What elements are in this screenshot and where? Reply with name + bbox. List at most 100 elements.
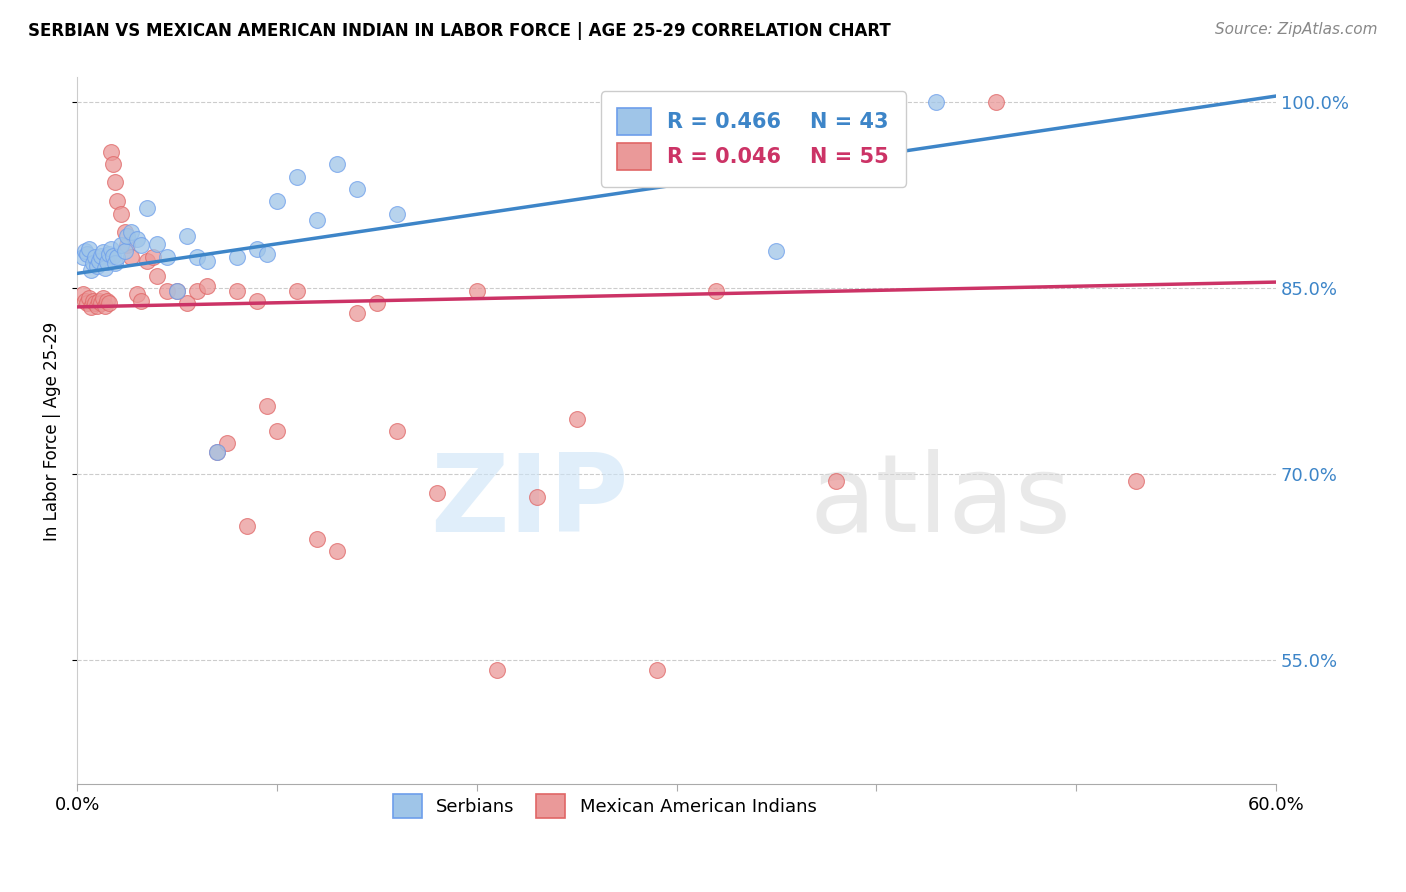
Point [236, 519, 259, 533]
Point [98, 296, 121, 310]
Point [94, 261, 117, 276]
Point [96, 255, 118, 269]
Point [114, 226, 136, 240]
Point [125, 232, 148, 246]
Point [305, 532, 328, 546]
Point [87, 293, 110, 308]
Text: atlas: atlas [810, 449, 1071, 555]
Point [565, 411, 588, 425]
Point [142, 250, 165, 264]
Point [110, 207, 132, 221]
Point [72, 250, 94, 264]
Point [100, 145, 122, 159]
Point [156, 284, 179, 298]
Text: Source: ZipAtlas.com: Source: ZipAtlas.com [1215, 22, 1378, 37]
Point [285, 169, 308, 184]
Point [114, 244, 136, 258]
Point [90, 249, 112, 263]
Point [104, 175, 127, 189]
Point [115, 238, 138, 252]
Point [226, 250, 249, 264]
Point [75, 244, 97, 258]
Point [385, 424, 408, 438]
Point [326, 157, 349, 171]
Point [426, 486, 449, 500]
Point [825, 474, 848, 488]
Point [72, 287, 94, 301]
Point [101, 249, 124, 263]
Point [80, 300, 103, 314]
Point [91, 291, 114, 305]
Point [256, 399, 278, 413]
Point [80, 262, 103, 277]
Point [101, 157, 124, 171]
Text: SERBIAN VS MEXICAN AMERICAN INDIAN IN LABOR FORCE | AGE 25-29 CORRELATION CHART: SERBIAN VS MEXICAN AMERICAN INDIAN IN LA… [28, 22, 891, 40]
Legend: Serbians, Mexican American Indians: Serbians, Mexican American Indians [385, 788, 824, 825]
Point [246, 293, 269, 308]
Point [105, 194, 128, 209]
Point [385, 207, 408, 221]
Point [166, 284, 188, 298]
Point [86, 299, 108, 313]
Point [986, 95, 1008, 110]
Point [166, 284, 188, 298]
Point [136, 201, 159, 215]
Point [346, 306, 368, 320]
Point [120, 226, 142, 240]
Point [176, 296, 198, 310]
Point [98, 246, 121, 260]
Point [136, 254, 159, 268]
Point [84, 296, 107, 310]
Point [205, 445, 228, 459]
Point [76, 246, 98, 260]
Y-axis label: In Labor Force | Age 25-29: In Labor Force | Age 25-29 [44, 321, 60, 541]
Point [125, 287, 148, 301]
Point [84, 250, 107, 264]
Point [645, 663, 668, 677]
Point [266, 424, 288, 438]
Point [205, 445, 228, 459]
Point [86, 259, 108, 273]
Point [94, 299, 117, 313]
Point [305, 213, 328, 227]
Point [706, 284, 728, 298]
Point [96, 293, 118, 308]
Point [82, 256, 104, 270]
Point [1125, 474, 1147, 488]
Point [129, 293, 152, 308]
Point [120, 250, 142, 264]
Point [91, 245, 114, 260]
Point [129, 238, 152, 252]
Point [105, 250, 128, 264]
Point [925, 95, 948, 110]
Point [186, 284, 208, 298]
Point [77, 242, 100, 256]
Point [75, 293, 97, 308]
Point [115, 229, 138, 244]
Point [146, 236, 169, 251]
Point [110, 238, 132, 252]
Point [104, 256, 127, 270]
Point [146, 268, 169, 283]
Point [485, 663, 508, 677]
Point [82, 293, 104, 308]
Point [77, 291, 100, 305]
Point [90, 296, 112, 310]
Point [195, 254, 218, 268]
Point [195, 278, 218, 293]
Point [76, 296, 98, 310]
Point [285, 284, 308, 298]
Point [526, 490, 548, 504]
Point [100, 242, 122, 256]
Text: ZIP: ZIP [430, 449, 628, 555]
Point [226, 284, 249, 298]
Point [176, 229, 198, 244]
Point [346, 182, 368, 196]
Point [87, 254, 110, 268]
Point [366, 296, 388, 310]
Point [326, 544, 349, 558]
Point [156, 250, 179, 264]
Point [765, 244, 787, 258]
Point [215, 436, 238, 450]
Point [266, 194, 288, 209]
